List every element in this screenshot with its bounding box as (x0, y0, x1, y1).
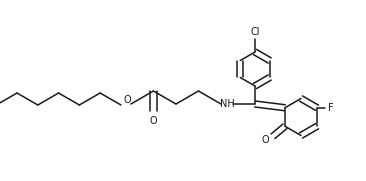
Text: O: O (123, 95, 131, 105)
Text: O: O (261, 135, 269, 145)
Text: Cl: Cl (250, 27, 260, 37)
Text: O: O (150, 116, 157, 126)
Text: F: F (328, 103, 334, 113)
Text: NH: NH (220, 99, 234, 109)
